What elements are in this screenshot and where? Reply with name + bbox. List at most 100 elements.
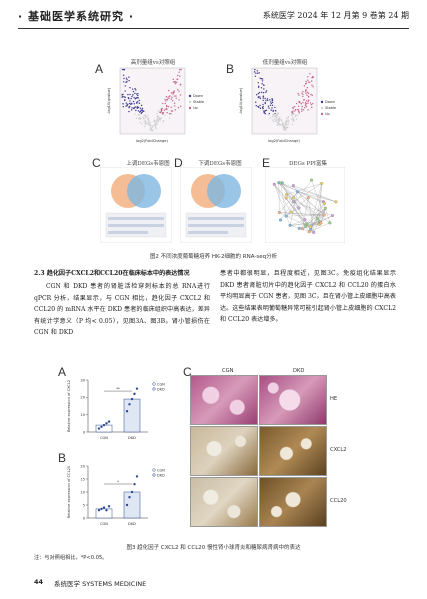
volcano-point (301, 108, 303, 110)
volcano-point (167, 105, 170, 108)
ppi-node (285, 192, 289, 196)
volcano-point (290, 114, 293, 116)
volcano-point (255, 72, 257, 74)
volcano-point (174, 105, 176, 107)
ppi-edge (280, 182, 336, 202)
volcano-point (272, 113, 274, 116)
volcano-point (274, 110, 277, 112)
volcano-point (275, 118, 278, 120)
volcano-point (304, 101, 307, 104)
volcano-point (278, 120, 280, 123)
volcano-point (130, 97, 132, 100)
volcano-point (123, 96, 125, 98)
volcano-point (157, 116, 160, 118)
volcano-point (144, 114, 147, 116)
data-point (133, 392, 136, 396)
volcano-point (278, 118, 281, 121)
volcano-point (265, 90, 268, 92)
volcano-point (179, 94, 182, 96)
volcano-point (154, 121, 156, 123)
volcano-point (151, 125, 153, 127)
volcano-point (128, 110, 130, 113)
volcano-point (134, 98, 136, 100)
volcano-point (145, 116, 148, 118)
y-tick-label: 20 (80, 464, 85, 468)
volcano-point (159, 119, 162, 121)
volcano-point (295, 108, 297, 111)
volcano-point (153, 125, 156, 127)
volcano-point (276, 114, 279, 116)
ppi-network (265, 167, 345, 243)
ppi-edge (293, 183, 322, 202)
legend-up-b: Up (325, 112, 331, 116)
volcano-point (155, 120, 157, 122)
data-point (130, 490, 134, 494)
volcano-point (271, 104, 274, 107)
volcano-point (128, 79, 130, 82)
volcano-point (165, 100, 167, 102)
volcano-point (155, 127, 157, 130)
volcano-point (179, 105, 182, 107)
ppi-edge (297, 191, 325, 216)
volcano-point (297, 109, 300, 111)
volcano-point (128, 76, 130, 78)
volcano-point (277, 117, 280, 120)
volcano-point (124, 85, 126, 87)
fig2-panel-d-label: D (174, 156, 183, 170)
ppi-edge (280, 182, 314, 233)
volcano-point (271, 98, 273, 100)
volcano-point (255, 105, 257, 107)
volcano-point (177, 107, 180, 109)
volcano-point (262, 92, 265, 94)
volcano-point (270, 109, 272, 111)
journal-section-title: · 基础医学系统研究 · (18, 10, 135, 23)
volcano-point (305, 92, 307, 94)
volcano-point (310, 103, 312, 106)
ppi-node (277, 211, 281, 215)
ppi-edge (293, 197, 300, 208)
volcano-point (275, 120, 277, 123)
volcano-point (261, 106, 264, 109)
data-point (107, 505, 111, 508)
data-point (102, 423, 106, 427)
volcano-point (291, 111, 293, 113)
volcano-point (153, 120, 155, 122)
ppi-node (289, 210, 293, 214)
y-tick-label: 10 (80, 490, 85, 494)
fig2-panel-c-title: 上调DEGs韦恩图 (126, 161, 170, 167)
data-point (105, 422, 108, 425)
volcano-point (263, 112, 265, 114)
volcano-point (277, 118, 279, 121)
volcano-point (141, 111, 143, 114)
volcano-point (135, 117, 138, 119)
legend-label: DKD (157, 473, 165, 477)
histology-row-cxcl2: CXCL2 (330, 447, 347, 453)
volcano-point (164, 102, 167, 105)
volcano-point (292, 106, 294, 109)
volcano-point (309, 73, 311, 75)
ppi-edge (311, 180, 325, 216)
volcano-point (269, 117, 271, 119)
ppi-node (320, 181, 324, 185)
volcano-point (158, 117, 161, 119)
ppi-node (278, 181, 282, 185)
ppi-edge (280, 182, 287, 217)
volcano-point (287, 120, 290, 122)
ppi-edge (297, 191, 336, 202)
ppi-edge (293, 185, 336, 202)
volcano-point (179, 68, 181, 71)
volcano-point (161, 107, 164, 110)
volcano-point (147, 118, 149, 121)
data-point (97, 427, 101, 430)
ppi-edge (290, 219, 305, 226)
volcano-point (259, 104, 261, 107)
ppi-edge (323, 201, 331, 223)
volcano-point (166, 108, 168, 110)
volcano-point (294, 110, 296, 112)
volcano-point (307, 76, 309, 78)
volcano-point (264, 102, 266, 105)
volcano-point (154, 126, 157, 129)
volcano-point (133, 96, 135, 99)
volcano-point (133, 103, 136, 105)
data-point (100, 425, 103, 428)
